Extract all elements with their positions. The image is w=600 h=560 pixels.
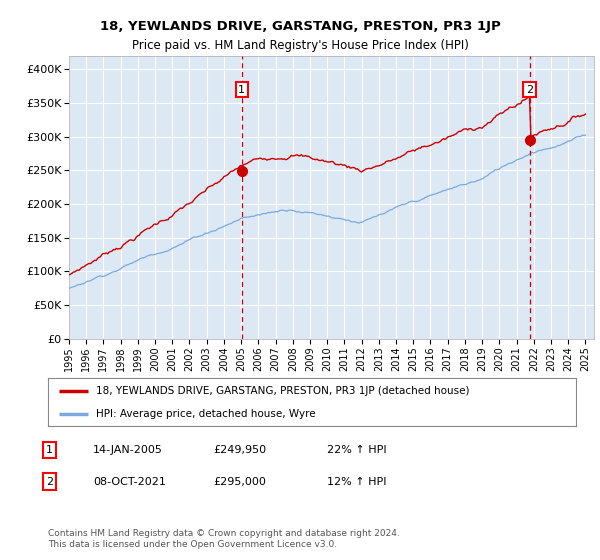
Text: 1: 1 bbox=[238, 85, 245, 95]
Text: 2: 2 bbox=[46, 477, 53, 487]
Text: 1: 1 bbox=[46, 445, 53, 455]
Text: HPI: Average price, detached house, Wyre: HPI: Average price, detached house, Wyre bbox=[95, 409, 315, 419]
Text: £295,000: £295,000 bbox=[213, 477, 266, 487]
Text: 14-JAN-2005: 14-JAN-2005 bbox=[93, 445, 163, 455]
Text: 2: 2 bbox=[526, 85, 533, 95]
Text: Price paid vs. HM Land Registry's House Price Index (HPI): Price paid vs. HM Land Registry's House … bbox=[131, 39, 469, 52]
Text: £249,950: £249,950 bbox=[213, 445, 266, 455]
Text: Contains HM Land Registry data © Crown copyright and database right 2024.
This d: Contains HM Land Registry data © Crown c… bbox=[48, 529, 400, 549]
Text: 18, YEWLANDS DRIVE, GARSTANG, PRESTON, PR3 1JP: 18, YEWLANDS DRIVE, GARSTANG, PRESTON, P… bbox=[100, 20, 500, 32]
Text: 18, YEWLANDS DRIVE, GARSTANG, PRESTON, PR3 1JP (detached house): 18, YEWLANDS DRIVE, GARSTANG, PRESTON, P… bbox=[95, 386, 469, 396]
Text: 08-OCT-2021: 08-OCT-2021 bbox=[93, 477, 166, 487]
Text: 22% ↑ HPI: 22% ↑ HPI bbox=[327, 445, 386, 455]
Text: 12% ↑ HPI: 12% ↑ HPI bbox=[327, 477, 386, 487]
